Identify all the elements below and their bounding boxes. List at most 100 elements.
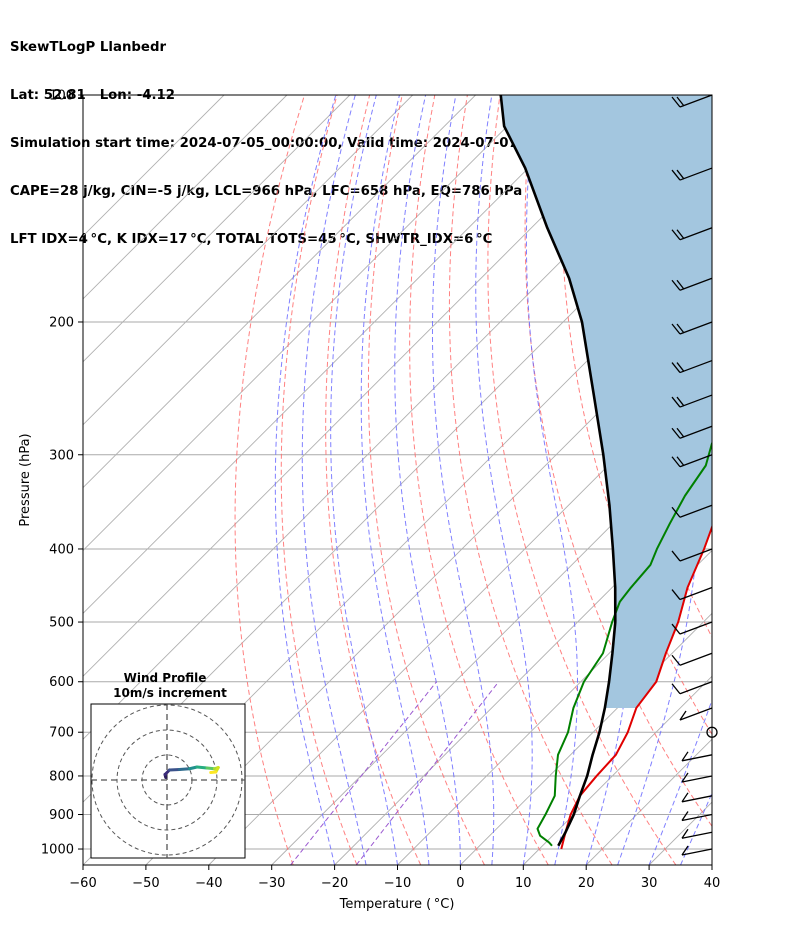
wind-barb xyxy=(671,394,713,408)
wind-barb xyxy=(671,621,713,635)
barb-flag xyxy=(676,427,685,438)
x-tick-label: 30 xyxy=(641,876,658,891)
y-tick-label: 700 xyxy=(49,726,74,741)
isotherm-line xyxy=(522,675,712,865)
wind-barb xyxy=(679,707,713,721)
barb-flag xyxy=(671,683,681,695)
y-tick-label: 400 xyxy=(49,542,74,557)
hodograph-subtitle: 10m/s increment xyxy=(113,686,227,700)
wind-barb xyxy=(681,828,713,839)
mixing-ratio-line xyxy=(290,681,437,865)
barb-staff xyxy=(679,681,713,695)
barb-flag xyxy=(671,396,681,408)
barb-flag xyxy=(671,427,681,439)
dry-adiabat-line xyxy=(487,95,677,865)
barb-flag xyxy=(676,323,685,334)
x-tick-label: 20 xyxy=(578,876,595,891)
barb-staff xyxy=(681,795,713,803)
y-tick-label: 300 xyxy=(49,448,74,463)
dry-adiabat-line xyxy=(761,95,794,865)
barb-flag xyxy=(671,323,681,335)
barb-flag xyxy=(671,506,681,518)
cape-area xyxy=(500,95,712,708)
y-axis-label: Pressure (hPa) xyxy=(18,433,33,526)
isotherm-line xyxy=(145,298,712,865)
barb-flag xyxy=(676,362,685,372)
barb-staff xyxy=(679,167,713,181)
dry-adiabat-line xyxy=(280,95,358,865)
wind-barb xyxy=(671,586,713,601)
temperature-profile-line xyxy=(560,524,712,850)
barb-flag xyxy=(676,229,685,240)
isotherm-line xyxy=(83,95,476,489)
barb-staff xyxy=(681,754,713,762)
isotherm-line xyxy=(83,95,414,426)
barb-flag xyxy=(676,456,685,467)
wind-barb xyxy=(671,454,713,468)
wind-barb xyxy=(671,167,713,181)
barb-staff xyxy=(681,813,713,822)
barb-staff xyxy=(679,548,713,562)
isotherm-line xyxy=(460,612,712,865)
chart-title: SkewTLogP Llanbedr xyxy=(10,40,167,55)
barb-flag xyxy=(681,751,689,762)
moist-adiabat-line xyxy=(680,791,712,865)
barb-flag xyxy=(671,96,681,108)
x-tick-label: −40 xyxy=(195,876,222,891)
x-tick-label: −10 xyxy=(384,876,411,891)
x-tick-label: −30 xyxy=(258,876,285,891)
barb-staff xyxy=(679,321,713,335)
barb-staff xyxy=(679,454,713,468)
x-tick-label: 0 xyxy=(456,876,464,891)
barb-flag xyxy=(671,589,681,600)
hodograph-segment xyxy=(168,768,181,772)
dry-adiabat-line xyxy=(560,95,712,736)
barb-staff xyxy=(679,707,713,721)
wind-barb xyxy=(671,548,713,562)
wind-barb xyxy=(681,811,713,822)
dry-adiabat-line xyxy=(325,95,422,865)
barb-flag xyxy=(681,772,689,783)
moist-adiabat-line xyxy=(617,95,699,865)
y-tick-label: 600 xyxy=(49,675,74,690)
wind-barb xyxy=(671,94,713,108)
y-tick-label: 500 xyxy=(49,616,74,631)
dry-adiabat-line xyxy=(524,95,712,828)
isotherm-line xyxy=(83,95,351,363)
x-tick-label: 10 xyxy=(515,876,532,891)
dry-adiabat-line xyxy=(234,95,305,865)
x-tick-label: −50 xyxy=(132,876,159,891)
barb-flag xyxy=(671,169,681,181)
wind-barb xyxy=(671,277,713,291)
moist-adiabat-line xyxy=(394,95,461,865)
barb-flag xyxy=(679,710,687,721)
y-tick-label: 1000 xyxy=(41,843,74,858)
barb-flag xyxy=(671,229,681,241)
barb-flag xyxy=(671,279,681,291)
wind-barb xyxy=(671,359,713,374)
y-tick-label: 100 xyxy=(49,89,74,104)
wind-barb xyxy=(671,504,713,518)
barb-staff xyxy=(679,586,713,601)
barb-staff xyxy=(679,277,713,291)
barb-staff xyxy=(679,394,713,408)
parcel-profile-line xyxy=(499,95,617,847)
dry-adiabat-line xyxy=(448,95,613,865)
isotherm-line xyxy=(83,95,602,615)
barb-staff xyxy=(679,425,713,439)
y-tick-label: 200 xyxy=(49,315,74,330)
barb-flag xyxy=(676,396,685,407)
wind-barb xyxy=(671,321,713,335)
wind-barb xyxy=(681,751,713,762)
barb-flag xyxy=(676,96,685,107)
x-tick-label: 40 xyxy=(704,876,721,891)
y-tick-label: 800 xyxy=(49,769,74,784)
isotherm-line xyxy=(83,95,288,300)
isotherm-line xyxy=(397,549,712,865)
x-axis-label: Temperature ( °C) xyxy=(339,897,455,912)
moist-adiabat-line xyxy=(301,95,367,865)
barb-flag xyxy=(681,811,689,821)
wind-barb xyxy=(671,652,713,666)
moist-adiabat-line xyxy=(648,698,712,865)
barb-staff xyxy=(679,621,713,635)
